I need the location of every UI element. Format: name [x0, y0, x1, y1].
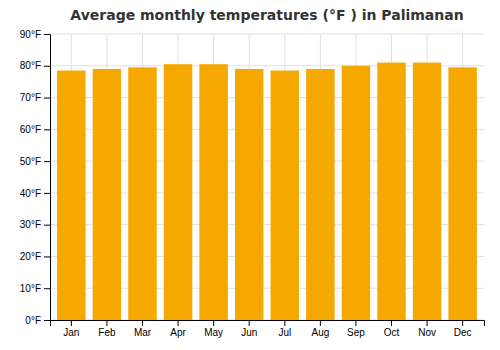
- tick-label: 0°F: [25, 315, 41, 326]
- bars: [57, 63, 477, 320]
- tick: Jul: [278, 320, 291, 338]
- tick: Feb: [98, 320, 116, 338]
- tick-label: Mar: [134, 327, 152, 338]
- tick: Sep: [347, 320, 365, 338]
- tick-mark: [106, 320, 107, 326]
- y-axis: 0°F 10°F 20°F 30°F 40°F 50°F 60°F 70°F 80°F 90°F: [20, 29, 51, 326]
- bar: [448, 67, 476, 320]
- bar: [271, 71, 299, 320]
- tick-label: Dec: [454, 327, 472, 338]
- tick: 10°F: [20, 283, 50, 294]
- tick-mark: [142, 320, 143, 326]
- bar: [199, 64, 227, 320]
- plot: 0°F 10°F 20°F 30°F 40°F 50°F 60°F 70°F 80°F 90°F J…: [20, 29, 485, 338]
- axis-line: [44, 35, 51, 321]
- axis-line: [51, 321, 485, 327]
- bar: [342, 66, 370, 320]
- tick-mark: [44, 193, 50, 194]
- tick-label: Jan: [63, 327, 79, 338]
- tick-mark: [462, 320, 463, 326]
- tick-mark: [249, 320, 250, 326]
- tick: 60°F: [20, 124, 50, 135]
- bar: [235, 69, 263, 320]
- tick-mark: [44, 225, 50, 226]
- tick: Oct: [384, 320, 400, 338]
- bar: [93, 69, 121, 320]
- tick-label: Jun: [241, 327, 257, 338]
- tick-mark: [71, 320, 72, 326]
- bar: [128, 67, 156, 320]
- tick-mark: [44, 129, 50, 130]
- tick-label: Nov: [418, 327, 436, 338]
- tick: Nov: [418, 320, 436, 338]
- tick-label: Aug: [311, 327, 329, 338]
- tick-label: Oct: [384, 327, 400, 338]
- tick-mark: [44, 256, 50, 257]
- tick-label: Feb: [98, 327, 116, 338]
- tick: Mar: [134, 320, 152, 338]
- tick-mark: [44, 320, 50, 321]
- tick-label: Apr: [170, 327, 186, 338]
- tick: May: [204, 320, 223, 338]
- tick-label: 80°F: [20, 60, 41, 71]
- tick: Apr: [170, 320, 186, 338]
- grid-line: [50, 34, 484, 35]
- tick-label: Sep: [347, 327, 365, 338]
- tick-mark: [44, 66, 50, 67]
- tick: 90°F: [20, 29, 50, 40]
- tick-label: 20°F: [20, 251, 41, 262]
- title: Average monthly temperatures (°F ) in Pa…: [70, 7, 463, 23]
- tick-label: Jul: [278, 327, 291, 338]
- tick: 70°F: [20, 92, 50, 103]
- bar: [306, 69, 334, 320]
- x-axis: Jan Feb Mar Apr May Jun Jul Aug Sep Oct Nov Dec: [51, 320, 485, 338]
- tick-mark: [44, 288, 50, 289]
- grid: [50, 34, 484, 320]
- tick-mark: [44, 34, 50, 35]
- tick-mark: [320, 320, 321, 326]
- tick-mark: [427, 320, 428, 326]
- tick-label: May: [204, 327, 223, 338]
- tick-mark: [284, 320, 285, 326]
- tick-label: 40°F: [20, 188, 41, 199]
- tick-mark: [391, 320, 392, 326]
- tick-mark: [44, 161, 50, 162]
- tick-mark: [355, 320, 356, 326]
- tick-label: 50°F: [20, 156, 41, 167]
- tick-mark: [44, 98, 50, 99]
- tick-label: 90°F: [20, 29, 41, 40]
- tick: Dec: [454, 320, 472, 338]
- tick: 20°F: [20, 251, 50, 262]
- bar: [57, 71, 85, 320]
- bar: [164, 64, 192, 320]
- tick-label: 70°F: [20, 92, 41, 103]
- tick: Jun: [241, 320, 257, 338]
- tick: 40°F: [20, 188, 50, 199]
- chart: 0°F 10°F 20°F 30°F 40°F 50°F 60°F 70°F 80°F 90°F J…: [0, 0, 500, 350]
- tick: Aug: [311, 320, 329, 338]
- tick-label: 10°F: [20, 283, 41, 294]
- tick: 0°F: [25, 315, 50, 326]
- bar: [413, 63, 441, 320]
- tick-label: 60°F: [20, 124, 41, 135]
- tick-label: 30°F: [20, 219, 41, 230]
- tick-mark: [178, 320, 179, 326]
- tick: Jan: [63, 320, 79, 338]
- tick-mark: [213, 320, 214, 326]
- tick: 50°F: [20, 156, 50, 167]
- tick: 80°F: [20, 60, 50, 71]
- bar: [377, 63, 405, 320]
- tick: 30°F: [20, 219, 50, 230]
